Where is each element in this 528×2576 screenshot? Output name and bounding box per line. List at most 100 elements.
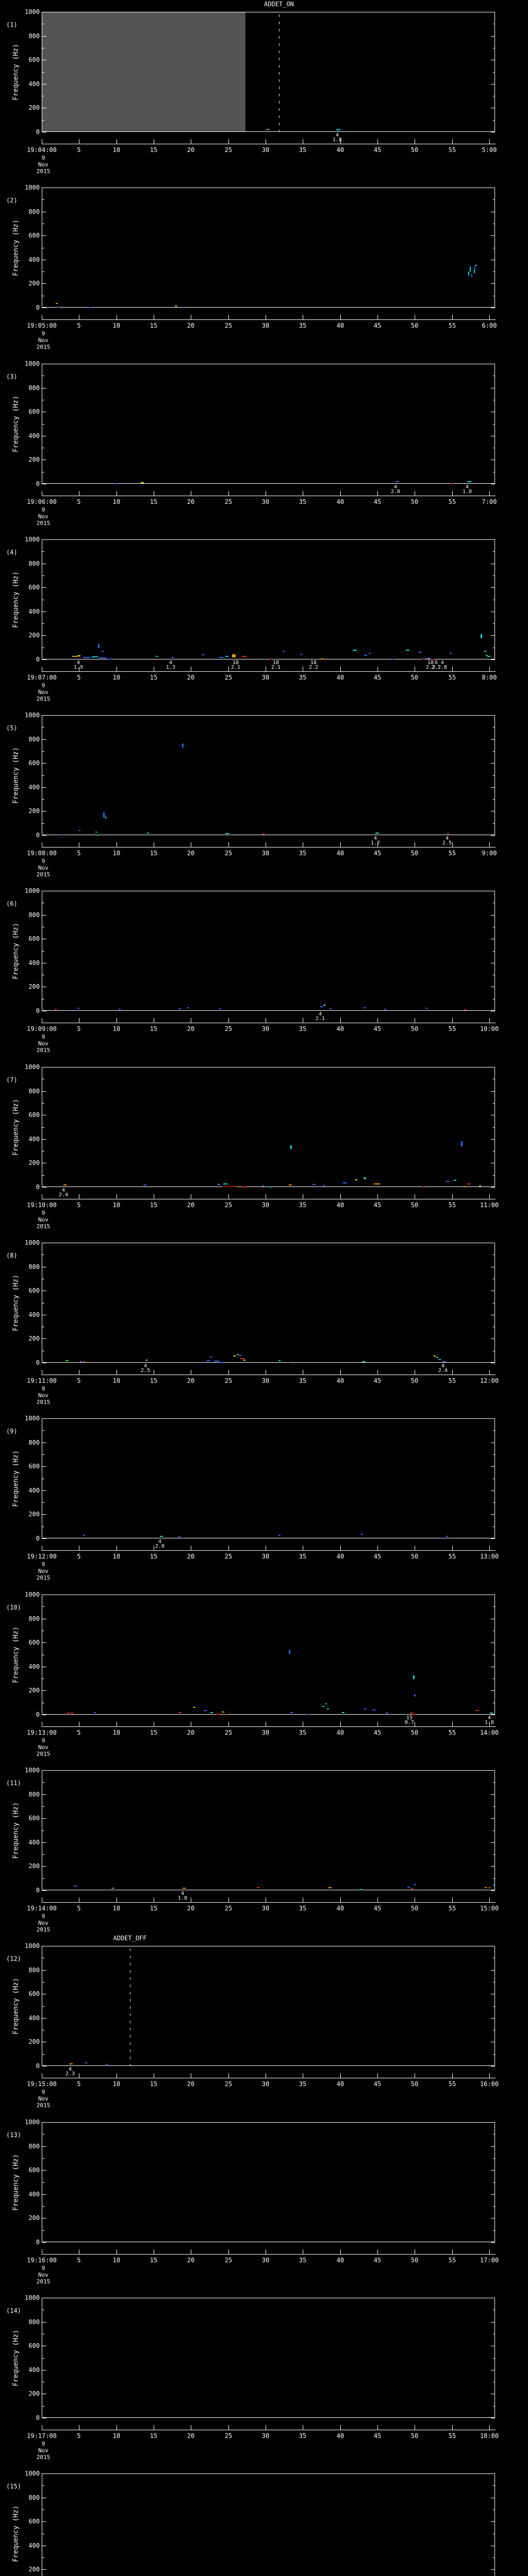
x-axis-tick <box>489 2425 490 2430</box>
date-year-label: 2015 <box>36 520 51 527</box>
y-axis-tick <box>491 1466 495 1467</box>
x-minute-tick-label: 40 <box>336 498 344 505</box>
signal-speck <box>328 1887 332 1888</box>
signal-speck <box>178 1008 181 1009</box>
x-minute-tick-label: 50 <box>410 1377 419 1384</box>
y-axis-tick <box>493 1454 495 1455</box>
x-minute-tick-label: 30 <box>261 1377 270 1384</box>
signal-speck <box>225 833 229 834</box>
x-minute-tick-label: 25 <box>224 2432 233 2439</box>
x-minute-tick-label: 40 <box>336 850 344 857</box>
y-axis-title: Frequency (Hz) <box>12 1626 20 1683</box>
signal-speck <box>219 657 223 658</box>
y-tick-label: 0 <box>36 304 40 311</box>
y-axis-tick <box>493 1854 495 1855</box>
y-tick-label: 600 <box>28 408 40 415</box>
detection-mark: 15 0.7 <box>402 1716 417 1725</box>
y-axis-tick <box>42 2358 44 2359</box>
x-minute-tick-label: 55 <box>448 1553 456 1560</box>
signal-speck <box>106 2064 108 2065</box>
x-end-time-label: 14:00 <box>480 1729 499 1736</box>
y-tick-label: 200 <box>28 807 40 815</box>
panel-index-label: (5) <box>6 724 18 732</box>
signal-speck <box>223 1183 227 1184</box>
spectrogram-panel: 0 200 400 600 800 1000 Frequency (Hz) (4) 4 1.9 4 1… <box>0 528 528 704</box>
signal-speck <box>362 1361 365 1362</box>
y-axis-tick <box>491 1091 495 1092</box>
y-axis-tick <box>491 1890 495 1891</box>
x-minute-tick-label: 20 <box>187 674 195 681</box>
x-minute-tick-label: 40 <box>336 146 344 154</box>
date-month-label: Nov <box>38 2447 48 2454</box>
signal-speck <box>77 655 80 656</box>
x-minute-tick-label: 50 <box>410 674 419 681</box>
y-tick-label: 0 <box>36 128 40 135</box>
y-axis-tick <box>493 1103 495 1104</box>
x-minute-tick-label: 5 <box>77 1905 81 1912</box>
x-minute-tick-label: 30 <box>261 2080 270 2088</box>
signal-speck <box>323 1185 325 1186</box>
y-axis-tick <box>42 1490 46 1491</box>
x-minute-tick-label: 10 <box>112 674 121 681</box>
x-axis-tick <box>452 667 453 671</box>
x-axis-tick <box>377 1194 378 1199</box>
x-minute-tick-label: 30 <box>261 1553 270 1560</box>
y-axis-tick <box>493 2485 495 2486</box>
x-minute-tick-label: 30 <box>261 322 270 329</box>
x-minute-tick-label: 20 <box>187 1201 195 1209</box>
plot-frame <box>42 1418 495 1538</box>
y-tick-label: 0 <box>36 2062 40 2070</box>
y-tick-label: 800 <box>28 2318 40 2326</box>
detection-mark: 4 2.4 <box>56 1188 71 1198</box>
x-minute-tick-label: 45 <box>373 1377 382 1384</box>
signal-speck <box>99 657 106 658</box>
x-axis-tick <box>452 1722 453 1726</box>
x-minute-tick-label: 25 <box>224 1553 233 1560</box>
y-axis-tick <box>42 1818 46 1819</box>
signal-speck <box>355 1179 357 1180</box>
x-minute-tick-label: 30 <box>261 1905 270 1912</box>
signal-speck <box>74 1886 77 1887</box>
signal-speck <box>232 654 236 657</box>
x-minute-tick-label: 55 <box>448 2257 456 2264</box>
y-axis-tick <box>493 2358 495 2359</box>
y-axis-tick <box>491 1538 495 1539</box>
signal-speck <box>336 129 340 130</box>
date-day-label: 9 <box>41 2265 45 2272</box>
signal-speck <box>103 812 105 818</box>
y-axis-tick <box>42 2485 44 2486</box>
detection-mark-id: 4 <box>169 660 173 666</box>
x-axis-tick <box>340 1897 341 1902</box>
signal-speck <box>265 129 267 130</box>
detection-mark-id: 4 <box>158 1539 162 1545</box>
plot-frame <box>42 2298 495 2418</box>
y-axis-tick <box>491 915 495 916</box>
signal-speck <box>439 1359 441 1360</box>
y-axis-title: Frequency (Hz) <box>12 2505 20 2562</box>
y-tick-label: 400 <box>28 432 40 439</box>
x-axis-tick <box>340 2425 341 2430</box>
y-tick-label: 800 <box>28 2494 40 2501</box>
x-axis-tick <box>228 1018 229 1023</box>
signal-speck <box>217 1714 220 1715</box>
y-axis-tick <box>491 1139 495 1140</box>
y-axis-tick <box>42 235 46 236</box>
signal-speck <box>178 1712 181 1713</box>
y-tick-label: 400 <box>28 608 40 615</box>
y-axis-tick <box>491 283 495 284</box>
signal-speck <box>412 1714 416 1715</box>
date-day-label: 9 <box>41 506 45 513</box>
x-minute-tick-label: 5 <box>77 498 81 505</box>
x-minute-tick-label: 20 <box>187 498 195 505</box>
x-axis-line <box>42 1550 496 1551</box>
signal-speck <box>327 1708 329 1709</box>
x-minute-tick-label: 45 <box>373 2257 382 2264</box>
detection-mark-value: 0.7 <box>404 1720 415 1725</box>
signal-speck <box>446 1181 449 1182</box>
detection-mark-id: 18 <box>232 660 239 666</box>
x-minute-tick-label: 45 <box>373 2080 382 2088</box>
y-tick-label: 800 <box>28 32 40 40</box>
x-axis-tick <box>228 1194 229 1199</box>
x-axis-line <box>42 2254 496 2255</box>
y-axis-tick <box>42 2054 44 2055</box>
